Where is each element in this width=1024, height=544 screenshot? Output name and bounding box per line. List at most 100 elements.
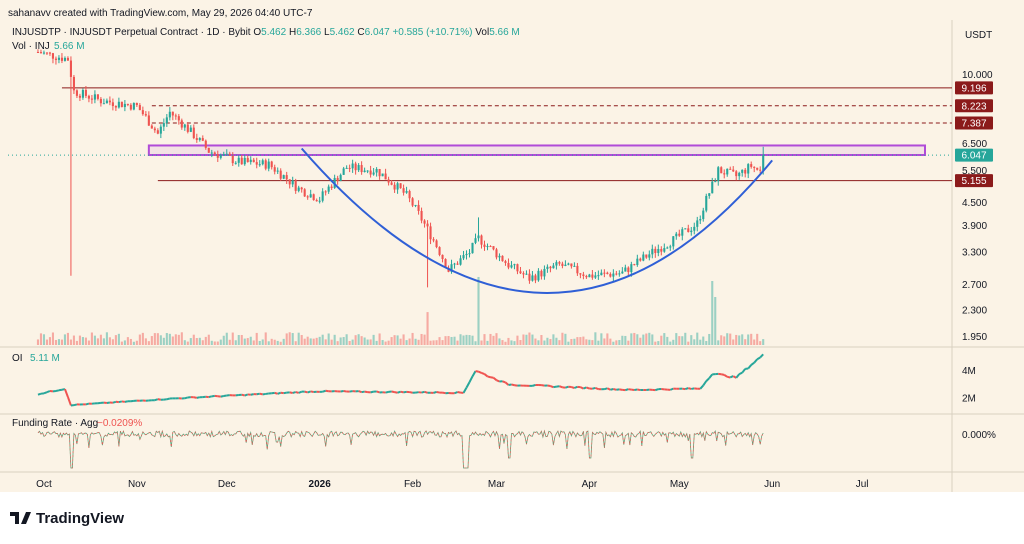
symbol-line-part: INJUSDTP · INJUSDT Perpetual Contract · …	[12, 27, 253, 38]
candle-body	[265, 160, 267, 168]
volume-bar	[232, 333, 234, 345]
oi-segment	[721, 374, 724, 375]
candle-body	[564, 265, 566, 266]
volume-bar	[654, 342, 656, 345]
candle-body	[355, 164, 357, 171]
candle-body	[154, 129, 156, 131]
oi-segment	[422, 392, 425, 393]
price-level-label: 7.387	[961, 118, 986, 129]
candle-body	[301, 188, 303, 190]
volume-bar	[367, 340, 369, 345]
oi-segment	[607, 388, 610, 389]
volume-bar	[738, 335, 740, 345]
candle-body	[163, 123, 165, 127]
oi-segment	[739, 373, 742, 374]
volume-bar	[250, 337, 252, 345]
oi-segment	[443, 393, 446, 394]
volume-bar	[157, 333, 159, 345]
oi-segment	[86, 404, 89, 405]
volume-bar	[418, 340, 420, 345]
candle-body	[591, 275, 593, 278]
volume-bar	[564, 334, 566, 345]
candle-body	[139, 105, 141, 110]
candle-body	[594, 275, 596, 277]
candle-body	[157, 130, 159, 133]
volume-label: Vol · INJ	[12, 41, 50, 52]
volume-bar	[163, 338, 165, 345]
candle-body	[630, 264, 632, 272]
candle-body	[250, 160, 252, 162]
candle-body	[714, 181, 716, 182]
volume-bar	[744, 339, 746, 345]
candle-body	[256, 162, 258, 165]
volume-bar	[154, 333, 156, 345]
candle-body	[283, 175, 285, 179]
oi-segment	[479, 372, 482, 373]
candle-body	[259, 164, 261, 165]
volume-bar	[328, 333, 330, 345]
volume-bar	[61, 340, 63, 345]
candle-body	[286, 175, 288, 179]
volume-bar	[762, 339, 764, 345]
volume-bar	[217, 342, 219, 345]
volume-bar	[166, 333, 168, 345]
oi-segment	[595, 388, 598, 389]
volume-bar	[340, 337, 342, 345]
candle-body	[133, 103, 135, 110]
volume-bar	[606, 333, 608, 345]
volume-bar	[349, 341, 351, 345]
volume-bar	[543, 341, 545, 345]
candle-body	[40, 52, 42, 53]
volume-bar	[130, 339, 132, 345]
candle-body	[400, 183, 402, 188]
oi-segment	[386, 392, 389, 393]
candle-body	[510, 265, 512, 267]
candle-body	[97, 94, 99, 99]
candle-body	[657, 249, 659, 253]
candle-body	[178, 116, 180, 120]
oi-segment	[359, 391, 362, 392]
candle-body	[705, 196, 707, 211]
oi-segment	[44, 392, 47, 393]
candle-body	[406, 191, 408, 193]
candle-body	[67, 58, 69, 61]
candle-body	[528, 274, 530, 281]
volume-bar	[462, 335, 464, 345]
footer-background	[0, 492, 1024, 539]
candle-body	[370, 171, 372, 175]
y-tick-label: 10.000	[962, 70, 993, 81]
funding-value: −0.0209%	[97, 418, 142, 429]
volume-bar	[220, 340, 222, 345]
volume-bar	[295, 341, 297, 345]
volume-bar	[343, 337, 345, 345]
y-tick-label: 3.300	[962, 248, 987, 259]
oi-segment	[404, 392, 407, 393]
volume-bar	[750, 334, 752, 345]
candle-body	[346, 168, 348, 169]
volume-bar	[645, 334, 647, 345]
candle-body	[744, 170, 746, 174]
oi-segment	[580, 387, 583, 388]
volume-bar	[447, 336, 449, 345]
volume-bar	[594, 332, 596, 345]
volume-bar	[720, 335, 722, 345]
volume-bar	[477, 277, 479, 345]
volume-bar	[534, 339, 536, 345]
volume-bar	[741, 334, 743, 345]
symbol-line-part: 5.462	[261, 27, 289, 38]
volume-bar	[259, 341, 261, 345]
candle-body	[720, 167, 722, 173]
candle-body	[187, 125, 189, 132]
x-tick-label: 2026	[309, 479, 332, 490]
volume-bar	[64, 334, 66, 345]
candle-body	[735, 171, 737, 176]
candle-body	[504, 261, 506, 263]
symbol-line-part: +0.585 (+10.71%)	[392, 27, 475, 38]
volume-bar	[388, 341, 390, 345]
candle-body	[61, 58, 63, 61]
candle-body	[672, 236, 674, 246]
volume-bar	[687, 342, 689, 345]
candle-body	[600, 273, 602, 275]
candle-body	[316, 200, 318, 201]
candle-body	[681, 229, 683, 235]
